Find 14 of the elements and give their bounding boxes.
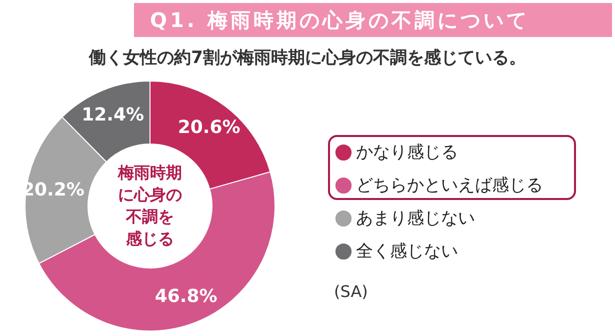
data-label: 12.4%: [82, 104, 144, 126]
legend-label: どちらかといえば感じる: [356, 176, 543, 196]
text: (SA): [334, 282, 368, 301]
data-label: 20.6%: [178, 116, 240, 138]
text: 感じる: [125, 229, 174, 248]
legend-label: かなり感じる: [356, 142, 458, 162]
chart-subtitle: 働く女性の約7割が梅雨時期に心身の不調を感じている。: [88, 47, 527, 69]
text: 梅雨時期: [117, 163, 182, 182]
legend-label: あまり感じない: [356, 208, 475, 228]
data-label: 46.8%: [154, 286, 218, 308]
text: 不調を: [125, 207, 174, 226]
text: に心身の: [118, 185, 182, 204]
chart-title: Q1. 梅雨時期の心身の不調について: [134, 3, 612, 37]
legend-label: 全く感じない: [356, 242, 458, 262]
